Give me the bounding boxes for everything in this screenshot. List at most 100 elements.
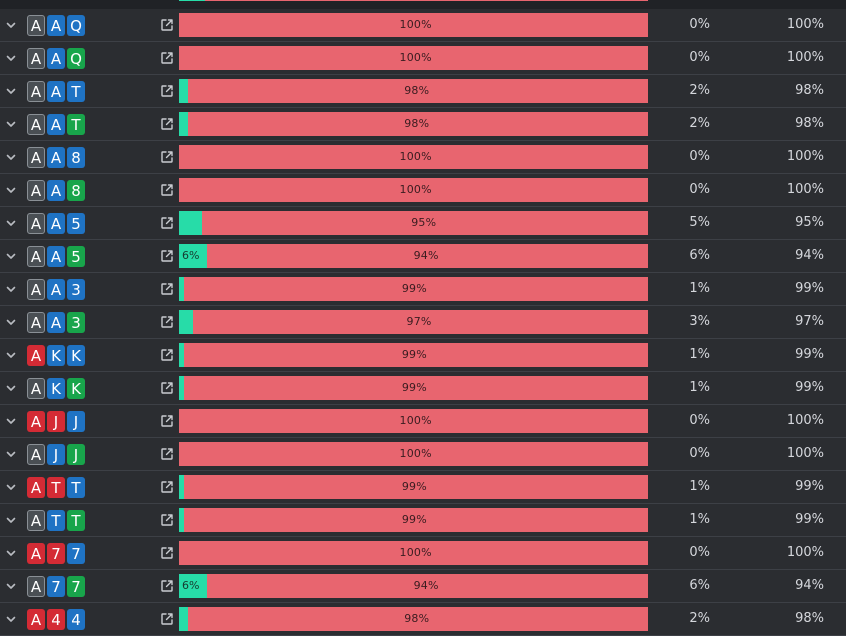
loss-bar-label: 97% xyxy=(406,315,432,328)
equity-bar-fill xyxy=(179,310,194,334)
equity-value: 2% xyxy=(689,83,710,98)
external-link-icon[interactable] xyxy=(159,281,175,297)
external-link-icon[interactable] xyxy=(159,182,175,198)
card: 8 xyxy=(67,147,85,168)
hand-row: A T T 99% 1% 99% xyxy=(0,471,846,504)
hand-row: A 4 4 98% 2% 98% xyxy=(0,603,846,636)
hand-row: A A 5 95% 5% 95% xyxy=(0,207,846,240)
card: A xyxy=(27,444,45,465)
equity-value: 1% xyxy=(689,380,710,395)
external-link-icon[interactable] xyxy=(159,215,175,231)
equity-bar: 99% xyxy=(179,343,648,367)
chevron-down-icon[interactable] xyxy=(4,183,18,197)
loss-value: 100% xyxy=(786,446,824,461)
chevron-down-icon[interactable] xyxy=(4,315,18,329)
loss-value: 100% xyxy=(786,17,824,32)
hand-row: A K K 99% 1% 99% xyxy=(0,339,846,372)
chevron-down-icon[interactable] xyxy=(4,249,18,263)
external-link-icon[interactable] xyxy=(159,347,175,363)
chevron-down-icon[interactable] xyxy=(4,216,18,230)
equity-value: 3% xyxy=(689,314,710,329)
hand-row: A J J 100% 0% 100% xyxy=(0,405,846,438)
card: A xyxy=(27,48,45,69)
card: A xyxy=(27,576,45,597)
loss-value: 94% xyxy=(795,248,824,263)
loss-bar-label: 98% xyxy=(404,84,430,97)
chevron-down-icon[interactable] xyxy=(4,282,18,296)
external-link-icon[interactable] xyxy=(159,116,175,132)
loss-bar-label: 100% xyxy=(399,414,432,427)
card: J xyxy=(47,411,65,432)
equity-bar: 6% 94% xyxy=(179,244,648,268)
chevron-down-icon[interactable] xyxy=(4,513,18,527)
card: A xyxy=(27,246,45,267)
card: 5 xyxy=(67,213,85,234)
hand-row: A 7 7 6% 94% 6% 94% xyxy=(0,570,846,603)
external-link-icon[interactable] xyxy=(159,17,175,33)
chevron-down-icon[interactable] xyxy=(4,414,18,428)
equity-bar: 99% xyxy=(179,277,648,301)
chevron-down-icon[interactable] xyxy=(4,447,18,461)
loss-bar-label: 99% xyxy=(401,513,427,526)
external-link-icon[interactable] xyxy=(159,446,175,462)
chevron-down-icon[interactable] xyxy=(4,612,18,626)
equity-value: 1% xyxy=(689,479,710,494)
external-link-icon[interactable] xyxy=(159,314,175,330)
external-link-icon[interactable] xyxy=(159,380,175,396)
chevron-down-icon[interactable] xyxy=(4,51,18,65)
card: 7 xyxy=(67,543,85,564)
equity-bar-fill xyxy=(179,79,189,103)
chevron-down-icon[interactable] xyxy=(4,480,18,494)
hand-row: A 7 7 100% 0% 100% xyxy=(0,537,846,570)
card: 8 xyxy=(67,180,85,201)
loss-value: 95% xyxy=(795,215,824,230)
chevron-down-icon[interactable] xyxy=(4,381,18,395)
hand-row: A A T 98% 2% 98% xyxy=(0,75,846,108)
equity-bar: 6% 94% xyxy=(179,574,648,598)
loss-value: 100% xyxy=(786,182,824,197)
hand-row: A A T 98% 2% 98% xyxy=(0,108,846,141)
external-link-icon[interactable] xyxy=(159,149,175,165)
card: A xyxy=(47,81,65,102)
hand-row: A A 5 6% 94% 6% 94% xyxy=(0,240,846,273)
external-link-icon[interactable] xyxy=(159,512,175,528)
card: 7 xyxy=(67,576,85,597)
loss-bar-label: 95% xyxy=(411,216,437,229)
equity-bar: 99% xyxy=(179,376,648,400)
chevron-down-icon[interactable] xyxy=(4,348,18,362)
hand-row: A J J 100% 0% 100% xyxy=(0,438,846,471)
chevron-down-icon[interactable] xyxy=(4,150,18,164)
equity-value: 0% xyxy=(689,413,710,428)
equity-value: 1% xyxy=(689,512,710,527)
card: K xyxy=(67,345,85,366)
external-link-icon[interactable] xyxy=(159,83,175,99)
loss-value: 100% xyxy=(786,149,824,164)
loss-value: 100% xyxy=(786,545,824,560)
card: A xyxy=(47,246,65,267)
card: A xyxy=(27,15,45,36)
loss-bar-label: 94% xyxy=(413,579,439,592)
external-link-icon[interactable] xyxy=(159,479,175,495)
card: A xyxy=(47,180,65,201)
chevron-down-icon[interactable] xyxy=(4,546,18,560)
external-link-icon[interactable] xyxy=(159,578,175,594)
external-link-icon[interactable] xyxy=(159,248,175,264)
chevron-down-icon[interactable] xyxy=(4,579,18,593)
loss-bar-label: 94% xyxy=(413,249,439,262)
external-link-icon[interactable] xyxy=(159,545,175,561)
loss-value: 100% xyxy=(786,50,824,65)
chevron-down-icon[interactable] xyxy=(4,18,18,32)
external-link-icon[interactable] xyxy=(159,50,175,66)
header-strip xyxy=(0,0,846,9)
external-link-icon[interactable] xyxy=(159,413,175,429)
hand-row: A A 3 97% 3% 97% xyxy=(0,306,846,339)
equity-value: 5% xyxy=(689,215,710,230)
hand-row: A T T 99% 1% 99% xyxy=(0,504,846,537)
external-link-icon[interactable] xyxy=(159,611,175,627)
chevron-down-icon[interactable] xyxy=(4,117,18,131)
card: A xyxy=(27,378,45,399)
equity-bar: 95% xyxy=(179,211,648,235)
chevron-down-icon[interactable] xyxy=(4,84,18,98)
